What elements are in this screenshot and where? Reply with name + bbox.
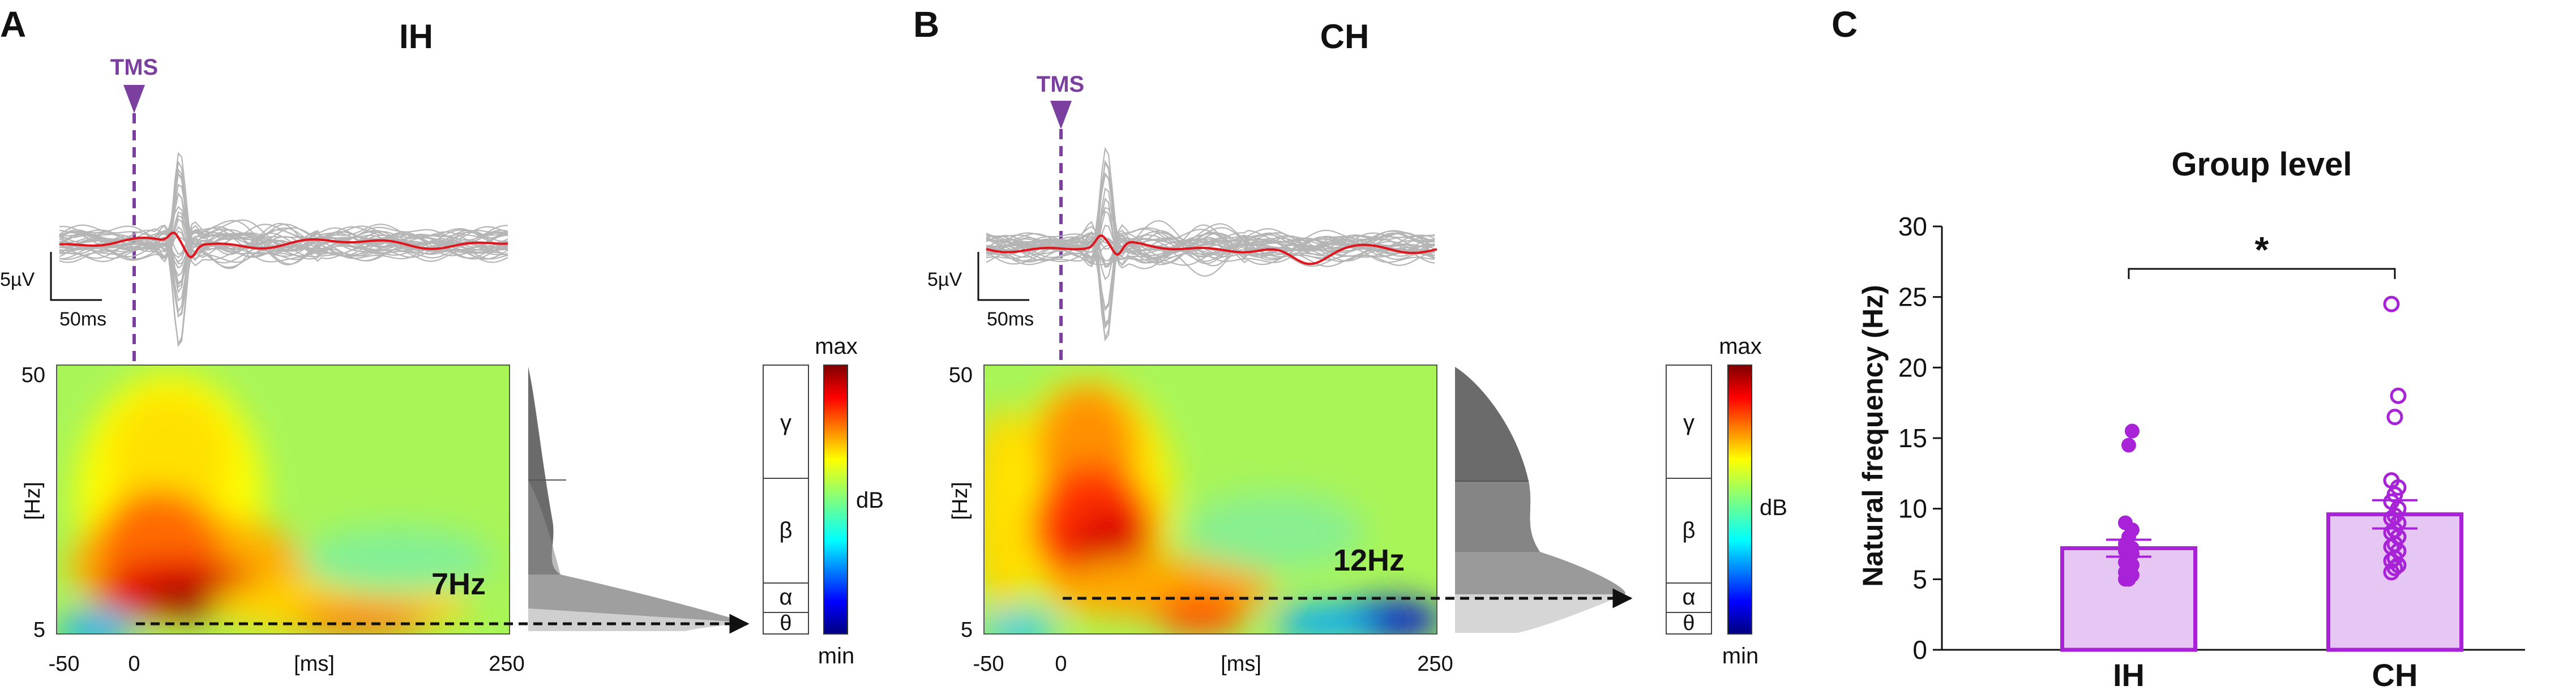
xlabel-b: [ms] <box>1221 652 1261 676</box>
y-tick-label: 30 <box>1898 212 1927 241</box>
data-point <box>2383 472 2400 489</box>
colorbar-b <box>1727 365 1752 635</box>
tms-arrow-icon-b <box>1050 101 1072 129</box>
scale-time-a: 50ms <box>59 308 106 330</box>
spectrum-b <box>1455 367 1625 633</box>
band-beta-a: β <box>779 518 792 543</box>
eeg-trace <box>59 234 508 302</box>
data-point <box>2121 438 2136 453</box>
y-tick-label: 20 <box>1898 353 1927 382</box>
spectrum-a <box>528 367 747 631</box>
panel-a-letter: A <box>0 4 26 45</box>
xtick-a-0: 0 <box>128 652 140 676</box>
y-tick-label: 10 <box>1898 494 1927 524</box>
band-boxes-a: γ β α θ <box>763 365 809 635</box>
chart-title: Group level <box>2171 146 2352 183</box>
data-point <box>2118 515 2133 530</box>
ylabel-a: [Hz] <box>21 482 45 520</box>
data-point <box>2390 387 2407 404</box>
eeg-trace <box>986 229 1435 249</box>
eeg-mean-trace <box>986 234 1437 265</box>
band-beta-b: β <box>1682 518 1695 543</box>
tms-arrow-icon-a <box>123 85 145 113</box>
data-point <box>2383 295 2400 312</box>
tms-label-a: TMS <box>110 55 158 80</box>
panel-a: A IH TMS 5µV 50ms <box>0 4 884 676</box>
band-alpha-a: α <box>779 585 792 610</box>
band-gamma-a: γ <box>780 410 791 435</box>
panel-b: B CH TMS 5µV 50ms 50 <box>913 4 1787 676</box>
band-theta-b: θ <box>1683 611 1694 635</box>
data-point <box>2386 409 2403 426</box>
scale-amplitude-a: 5µV <box>0 269 35 290</box>
band-boxes-b: γ β α θ <box>1666 365 1712 635</box>
xlabel-a: [ms] <box>294 652 335 676</box>
xtick-a-m50: -50 <box>49 652 80 676</box>
band-theta-a: θ <box>780 611 791 635</box>
panel-a-title: IH <box>399 18 433 55</box>
eeg-trace <box>59 239 508 318</box>
eeg-trace <box>59 236 508 258</box>
y-tick-label: 15 <box>1898 423 1927 453</box>
xtick-b-0: 0 <box>1055 652 1067 676</box>
panel-b-letter: B <box>913 4 939 45</box>
xtick-b-m50: -50 <box>973 652 1004 676</box>
panel-c-letter: C <box>1832 4 1858 45</box>
y-tick-label: 25 <box>1898 282 1927 312</box>
eeg-trace <box>59 234 508 346</box>
colorbar-max-a: max <box>815 334 858 359</box>
data-point <box>2125 423 2139 439</box>
scale-time-b: 50ms <box>987 308 1034 330</box>
colorbar-a <box>823 365 848 635</box>
y-tick-label: 0 <box>1912 635 1927 665</box>
ytick-a-50: 50 <box>22 363 45 387</box>
tf-map-b <box>984 365 1437 634</box>
band-gamma-b: γ <box>1683 410 1694 435</box>
colorbar-min-b: min <box>1722 644 1758 668</box>
colorbar-unit-b: dB <box>1760 495 1787 520</box>
scale-amplitude-b: 5µV <box>927 269 962 290</box>
eeg-trace <box>59 218 508 259</box>
scale-bar-a <box>50 252 102 301</box>
eeg-traces-b <box>986 147 1437 342</box>
colorbar-min-a: min <box>818 644 854 668</box>
xtick-a-250: 250 <box>489 652 524 676</box>
ytick-a-5: 5 <box>33 618 45 642</box>
bar-ch <box>2326 512 2463 652</box>
panel-c: C Group level Natural frequency (Hz) 0 5 1… <box>1832 4 2525 690</box>
ytick-b-50: 50 <box>949 363 973 387</box>
bar-chart: 0 5 10 15 20 25 30 IH CH * <box>1898 212 2525 690</box>
significance-star: * <box>2255 229 2269 270</box>
xtick-b-250: 250 <box>1417 652 1453 676</box>
eeg-trace <box>986 238 1435 329</box>
band-alpha-b: α <box>1682 585 1695 610</box>
eeg-traces-a <box>59 152 508 348</box>
natural-freq-a: 7Hz <box>431 567 486 601</box>
significance-bracket <box>2128 268 2396 279</box>
tf-map-a <box>57 365 510 634</box>
eeg-mean-trace <box>59 231 508 259</box>
colorbar-unit-a: dB <box>856 488 884 513</box>
eeg-trace <box>986 161 1435 264</box>
ylabel-b: [Hz] <box>948 482 972 520</box>
natural-freq-b: 12Hz <box>1333 543 1405 577</box>
panel-b-title: CH <box>1320 18 1370 55</box>
x-tick-label-ih: IH <box>2113 657 2145 690</box>
ytick-b-5: 5 <box>961 618 973 642</box>
y-tick-label: 5 <box>1912 564 1927 594</box>
tms-label-b: TMS <box>1037 72 1084 97</box>
eeg-trace <box>986 161 1435 259</box>
colorbar-max-b: max <box>1719 334 1762 359</box>
eeg-trace <box>59 219 508 314</box>
scale-bar-b <box>977 252 1029 301</box>
x-tick-label-ch: CH <box>2372 657 2418 690</box>
y-axis-label: Natural frequency (Hz) <box>1857 285 1889 586</box>
